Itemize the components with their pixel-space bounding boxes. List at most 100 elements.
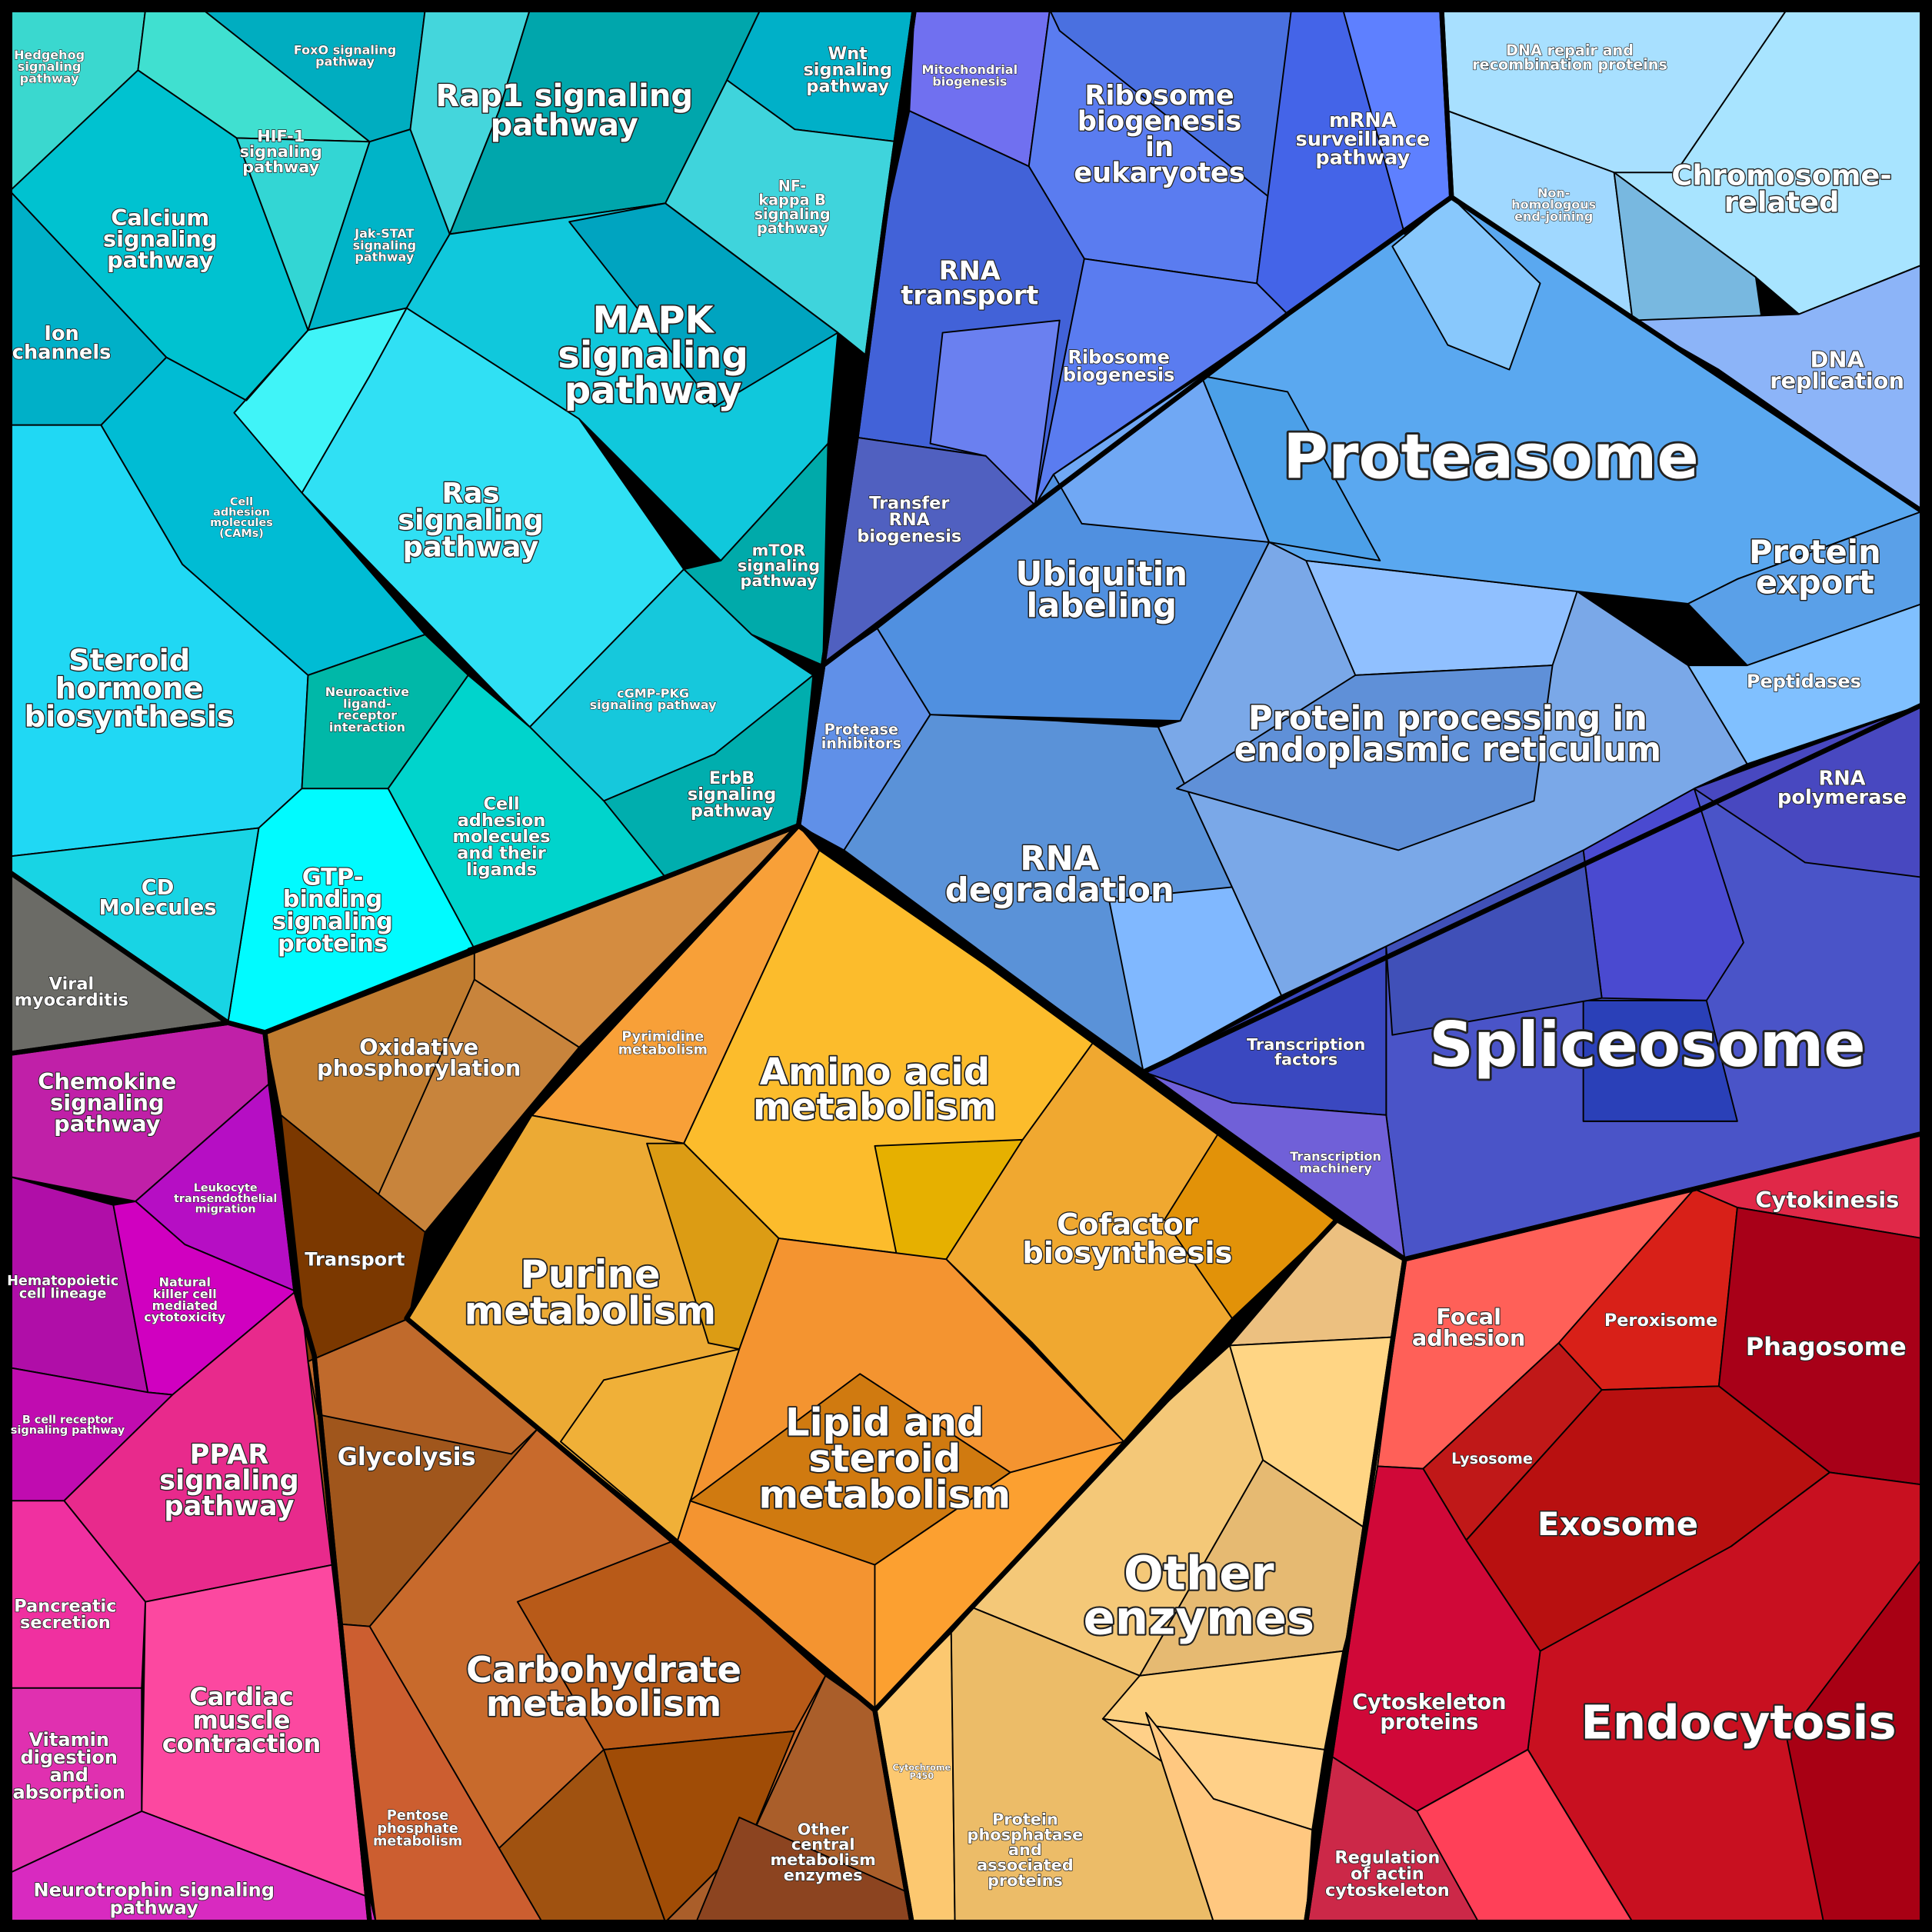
label-line: mTOR: [752, 541, 806, 560]
label-line: proteins: [988, 1871, 1063, 1890]
label-lysosome: Lysosome: [1451, 1450, 1533, 1467]
label-line: RNA: [939, 256, 1001, 286]
label-line: Chromosome-: [1671, 158, 1891, 192]
label-calcium: Calcium signaling pathway: [103, 205, 218, 273]
label-othercentral: Other central metabolism enzymes: [770, 1820, 875, 1884]
label-line: receptor: [338, 708, 397, 723]
label-line: polymerase: [1777, 786, 1907, 809]
label-line: and their: [457, 843, 546, 863]
label-line: pathway: [565, 369, 742, 412]
label-line: enzymes: [1083, 1591, 1314, 1645]
label-line: ligands: [466, 860, 537, 880]
label-line: Ubiquitin: [1015, 555, 1188, 594]
label-line: Vitamin: [28, 1729, 108, 1750]
label-line: MAPK: [592, 299, 715, 342]
label-line: Cytokinesis: [1755, 1187, 1899, 1213]
cell-mapk-sub[interactable]: [568, 202, 839, 408]
label-foxo: FoxO signaling pathway: [294, 42, 396, 68]
cell-protproc-sub2[interactable]: [1175, 665, 1554, 851]
label-hif1: HIF-1 signaling pathway: [240, 127, 322, 176]
label-hedgehog: Hedgehog signaling pathway: [14, 48, 85, 85]
label-line: pathway: [20, 71, 79, 85]
label-cytoskeleton: Cytoskeleton proteins: [1352, 1690, 1506, 1734]
label-line: signaling: [159, 1465, 299, 1497]
cell-splice-sub2[interactable]: [1582, 999, 1738, 1122]
label-line: labeling: [1026, 587, 1177, 625]
label-line: Jak-STAT: [354, 226, 414, 241]
label-line: channels: [12, 341, 112, 365]
label-cyp450: Cytochrome P450: [892, 1763, 951, 1781]
cell-carbo-sub1[interactable]: [516, 1539, 827, 1750]
label-ppar: PPAR signaling pathway: [159, 1439, 299, 1522]
label-line: Glycolysis: [338, 1442, 476, 1471]
label-ion: Ion channels: [12, 322, 112, 364]
label-line: Endocytosis: [1581, 1695, 1896, 1750]
label-line: interaction: [329, 720, 405, 734]
label-line: Focal: [1436, 1304, 1501, 1330]
label-line: replication: [1770, 368, 1904, 394]
label-line: Spliceosome: [1429, 1009, 1865, 1081]
label-line: pathway: [1315, 147, 1410, 170]
label-line: Exosome: [1537, 1505, 1698, 1543]
label-line: Lipid and: [785, 1400, 984, 1444]
label-line: migration: [195, 1204, 256, 1216]
label-pyrimidine: Pyrimidine metabolism: [618, 1030, 708, 1058]
label-proteinexport: Protein export: [1749, 533, 1881, 601]
label-cams: Cell adhesion molecules (CAMs): [210, 496, 273, 540]
label-line: Wnt: [828, 44, 868, 64]
label-line: Neurotrophin signaling: [34, 1880, 275, 1901]
label-line: adhesion: [213, 507, 270, 519]
label-line: mRNA: [1329, 109, 1397, 132]
label-rap1: Rap1 signaling pathway: [435, 78, 693, 143]
cell-glycolysis-top[interactable]: [307, 1317, 538, 1455]
cell-ribbio[interactable]: [1034, 258, 1289, 506]
cell-oe6[interactable]: [1144, 1711, 1314, 1924]
label-erbb: ErbB signaling pathway: [688, 768, 776, 821]
label-nk: Natural killer cell mediated cytotoxicity: [144, 1275, 226, 1325]
label-line: machinery: [1299, 1161, 1372, 1175]
label-line: endoplasmic reticulum: [1234, 731, 1661, 770]
label-line: binding: [283, 886, 383, 913]
label-mrna: mRNA surveillance pathway: [1296, 109, 1431, 170]
label-line: cGMP-PKG: [617, 686, 689, 701]
label-line: biogenesis: [1078, 106, 1242, 138]
label-peroxisome: Peroxisome: [1604, 1311, 1717, 1331]
label-chromosome: Chromosome-related: [1671, 158, 1891, 218]
label-line: muscle: [193, 1706, 291, 1735]
label-line: Other: [798, 1820, 850, 1838]
label-phagosome: Phagosome: [1746, 1332, 1907, 1361]
label-line: export: [1756, 564, 1874, 601]
label-line: signaling: [272, 908, 393, 935]
cell-proteasome-sub2[interactable]: [1201, 375, 1381, 561]
label-cgmp: cGMP-PKG signaling pathway: [590, 686, 718, 712]
label-regulation: Regulation of actin cytoskeleton: [1325, 1847, 1450, 1900]
label-vitamin: Vitamin digestion and absorption: [12, 1729, 125, 1803]
label-line: Carbohydrate: [466, 1649, 741, 1690]
label-line: Molecules: [99, 896, 217, 920]
label-line: Cofactor: [1057, 1208, 1198, 1242]
label-line: metabolism: [758, 1473, 1011, 1517]
label-line: RNA: [889, 510, 931, 530]
label-line: pathway: [806, 77, 889, 97]
label-cd: CD Molecules: [99, 876, 217, 920]
label-line: signaling: [353, 238, 417, 252]
label-otherenz: Other enzymes: [1083, 1547, 1314, 1646]
label-line: of actin: [1351, 1864, 1424, 1884]
label-line: factors: [1274, 1051, 1337, 1069]
label-line: myocarditis: [15, 991, 128, 1011]
label-line: absorption: [12, 1782, 125, 1804]
label-line: HIF-1: [257, 127, 305, 145]
label-line: pathway: [315, 55, 375, 69]
label-amino: Amino acid metabolism: [753, 1051, 997, 1129]
cell-proteasome-sub1[interactable]: [1391, 196, 1541, 371]
label-line: Pyrimidine: [621, 1030, 704, 1045]
label-line: Non-: [1537, 185, 1570, 200]
label-line: signaling: [803, 60, 891, 80]
label-rnatransport: RNA transport: [901, 256, 1038, 311]
label-line: Transfer: [869, 494, 949, 514]
label-line: phosphorylation: [317, 1055, 521, 1081]
label-line: signaling: [754, 205, 831, 223]
